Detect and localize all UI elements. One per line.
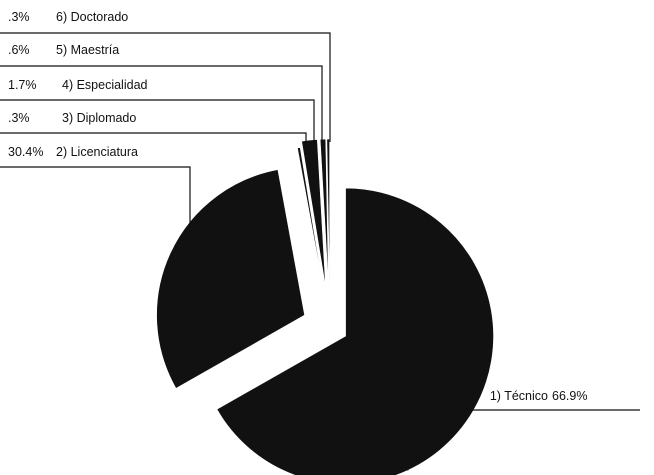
label-percent-doctorado: .3% (8, 10, 30, 24)
pie-slice-licenciatura (156, 169, 305, 389)
label-category-tecnico: 1) Técnico (490, 389, 548, 403)
pie-slices (156, 138, 494, 475)
leader-line-diplomado (0, 132, 307, 151)
label-percent-diplomado: .3% (8, 111, 30, 125)
label-category-doctorado: 6) Doctorado (56, 10, 128, 24)
leader-line-tecnico (407, 409, 640, 471)
leader-line-doctorado (0, 32, 331, 142)
pie-slice-diplomado (297, 147, 325, 294)
label-percent-especialidad: 1.7% (8, 78, 37, 92)
label-category-especialidad: 4) Especialidad (62, 78, 148, 92)
label-percent-tecnico: 66.9% (552, 389, 587, 403)
label-category-diplomado: 3) Diplomado (62, 111, 136, 125)
pie-slice-maestria (319, 138, 329, 288)
label-category-maestria: 5) Maestría (56, 43, 119, 57)
leader-line-especialidad (0, 99, 315, 144)
label-percent-maestria: .6% (8, 43, 30, 57)
label-percent-licenciatura: 30.4% (8, 145, 43, 159)
pie-slice-especialidad (301, 139, 326, 288)
leader-line-licenciatura (0, 166, 191, 254)
leader-line-maestria (0, 65, 323, 143)
label-category-licenciatura: 2) Licenciatura (56, 145, 138, 159)
leader-lines (0, 32, 640, 471)
